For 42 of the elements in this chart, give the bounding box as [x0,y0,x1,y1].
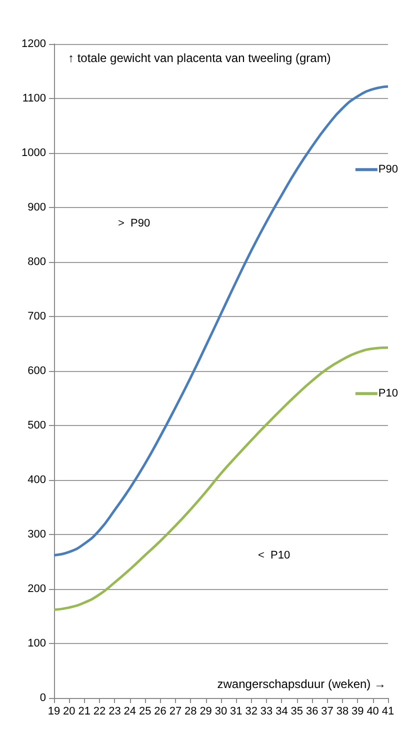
x-tick-label: 30 [214,706,228,718]
x-tick-label: 19 [48,706,60,718]
x-tick-label: 21 [78,706,90,718]
legend-label: P10 [378,388,398,400]
y-tick-label: 500 [28,420,46,432]
y-tick-label: 1100 [22,92,46,104]
y-tick-label: 200 [28,583,46,595]
x-tick-label: 41 [382,706,394,718]
y-tick-label: 100 [28,638,46,650]
x-tick-label: 25 [138,706,152,718]
x-tick-label: 26 [154,706,166,718]
y-tick-label: 0 [40,692,46,704]
x-tick-label: 36 [306,706,318,718]
x-tick-label: 23 [108,706,121,718]
y-tick-label: 1000 [22,147,46,159]
x-tick-label: 33 [260,706,273,718]
y-tick-label: 1200 [22,38,46,50]
x-tick-label: 24 [124,706,136,718]
y-tick-label: 900 [28,202,46,214]
y-axis-title: ↑ totale gewicht van placenta van tweeling (gram) [68,51,331,65]
x-tick-label: 35 [290,706,304,718]
x-tick-label: 39 [352,706,364,718]
x-tick-label: 38 [336,706,349,718]
annotation: < P10 [258,550,290,562]
x-tick-label: 34 [276,706,288,718]
x-tick-label: 28 [184,706,197,718]
annotation: > P90 [118,218,150,230]
x-tick-label: 31 [230,706,242,718]
y-tick-label: 800 [28,256,46,268]
y-tick-label: 400 [28,474,46,486]
x-axis-title: zwangerschapsduur (weken) → [217,677,386,691]
x-tick-label: 20 [63,706,76,718]
y-tick-label: 700 [28,310,46,322]
x-tick-label: 37 [321,706,334,718]
x-tick-label: 27 [169,706,182,718]
x-tick-label: 22 [93,706,106,718]
y-tick-label: 300 [28,528,46,540]
x-tick-label: 40 [366,706,379,718]
x-tick-label: 29 [200,706,212,718]
y-tick-label: 600 [28,365,46,377]
x-tick-label: 32 [245,706,258,718]
legend-label: P90 [378,164,398,176]
